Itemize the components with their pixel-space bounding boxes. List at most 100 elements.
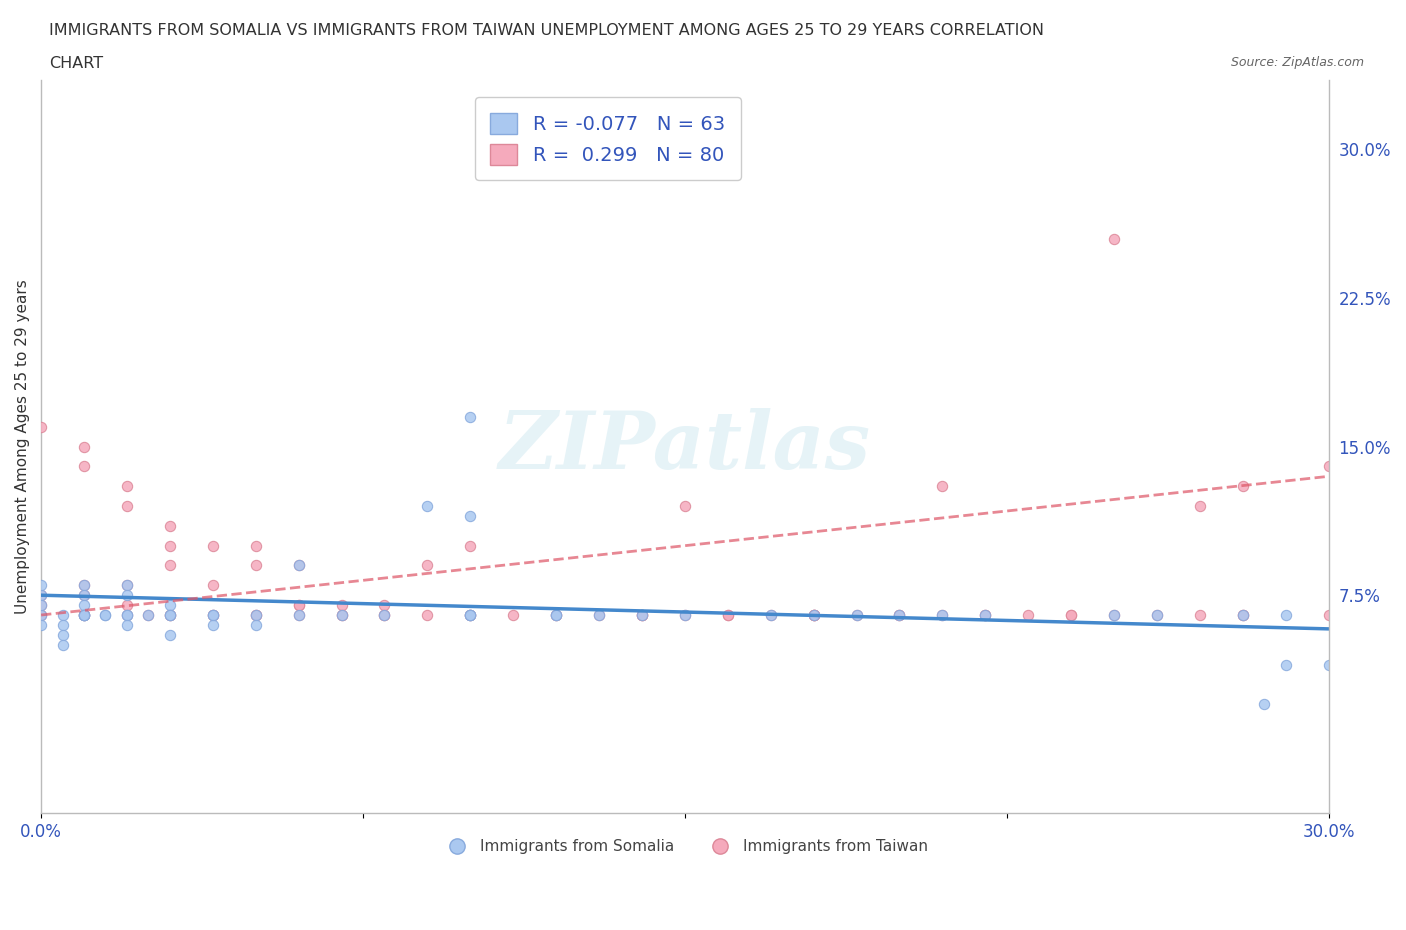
Point [115,598,138,613]
Point [201,607,224,622]
Point [717,607,740,622]
Point [30,588,52,603]
Legend: Immigrants from Somalia, Immigrants from Taiwan: Immigrants from Somalia, Immigrants from… [436,833,934,860]
Point [201,607,224,622]
Point [1188,607,1211,622]
Point [159,518,181,533]
Point [52,628,75,643]
Point [759,607,782,622]
Point [115,588,138,603]
Point [631,607,654,622]
Point [931,607,953,622]
Point [287,558,309,573]
Point [974,607,997,622]
Text: Source: ZipAtlas.com: Source: ZipAtlas.com [1230,56,1364,69]
Point [159,628,181,643]
Point [803,607,825,622]
Point [803,607,825,622]
Point [30,419,52,434]
Point [458,607,481,622]
Point [373,607,395,622]
Point [73,578,96,592]
Point [1102,232,1125,246]
Point [1274,658,1296,672]
Point [458,538,481,553]
Point [845,607,868,622]
Point [1317,607,1340,622]
Point [201,578,224,592]
Point [974,607,997,622]
Point [201,607,224,622]
Point [73,607,96,622]
Point [458,607,481,622]
Point [30,598,52,613]
Point [1188,498,1211,513]
Point [588,607,610,622]
Point [1232,607,1254,622]
Point [1317,658,1340,672]
Point [30,618,52,632]
Point [931,607,953,622]
Point [330,607,353,622]
Point [1232,607,1254,622]
Point [631,607,654,622]
Text: ZIPatlas: ZIPatlas [499,408,870,485]
Point [631,607,654,622]
Point [138,607,160,622]
Point [159,607,181,622]
Point [52,607,75,622]
Point [73,598,96,613]
Point [1146,607,1168,622]
Point [52,637,75,652]
Point [73,607,96,622]
Point [1146,607,1168,622]
Point [245,607,267,622]
Point [245,607,267,622]
Point [115,618,138,632]
Point [458,509,481,524]
Point [502,607,524,622]
Point [330,607,353,622]
Point [115,607,138,622]
Point [1060,607,1083,622]
Point [245,618,267,632]
Point [73,588,96,603]
Point [416,607,439,622]
Point [546,607,568,622]
Point [1253,697,1275,711]
Point [287,598,309,613]
Point [30,588,52,603]
Point [30,598,52,613]
Point [115,607,138,622]
Point [889,607,911,622]
Point [803,607,825,622]
Point [330,598,353,613]
Point [631,607,654,622]
Point [1317,459,1340,474]
Point [115,498,138,513]
Point [201,618,224,632]
Point [115,479,138,494]
Point [159,607,181,622]
Y-axis label: Unemployment Among Ages 25 to 29 years: Unemployment Among Ages 25 to 29 years [15,279,30,614]
Point [201,607,224,622]
Point [30,578,52,592]
Point [546,607,568,622]
Point [330,607,353,622]
Point [546,607,568,622]
Point [30,607,52,622]
Point [245,538,267,553]
Point [159,607,181,622]
Point [159,538,181,553]
Point [115,578,138,592]
Point [159,607,181,622]
Point [1102,607,1125,622]
Point [287,598,309,613]
Point [73,607,96,622]
Point [73,607,96,622]
Point [1060,607,1083,622]
Point [52,618,75,632]
Point [115,607,138,622]
Point [73,607,96,622]
Point [889,607,911,622]
